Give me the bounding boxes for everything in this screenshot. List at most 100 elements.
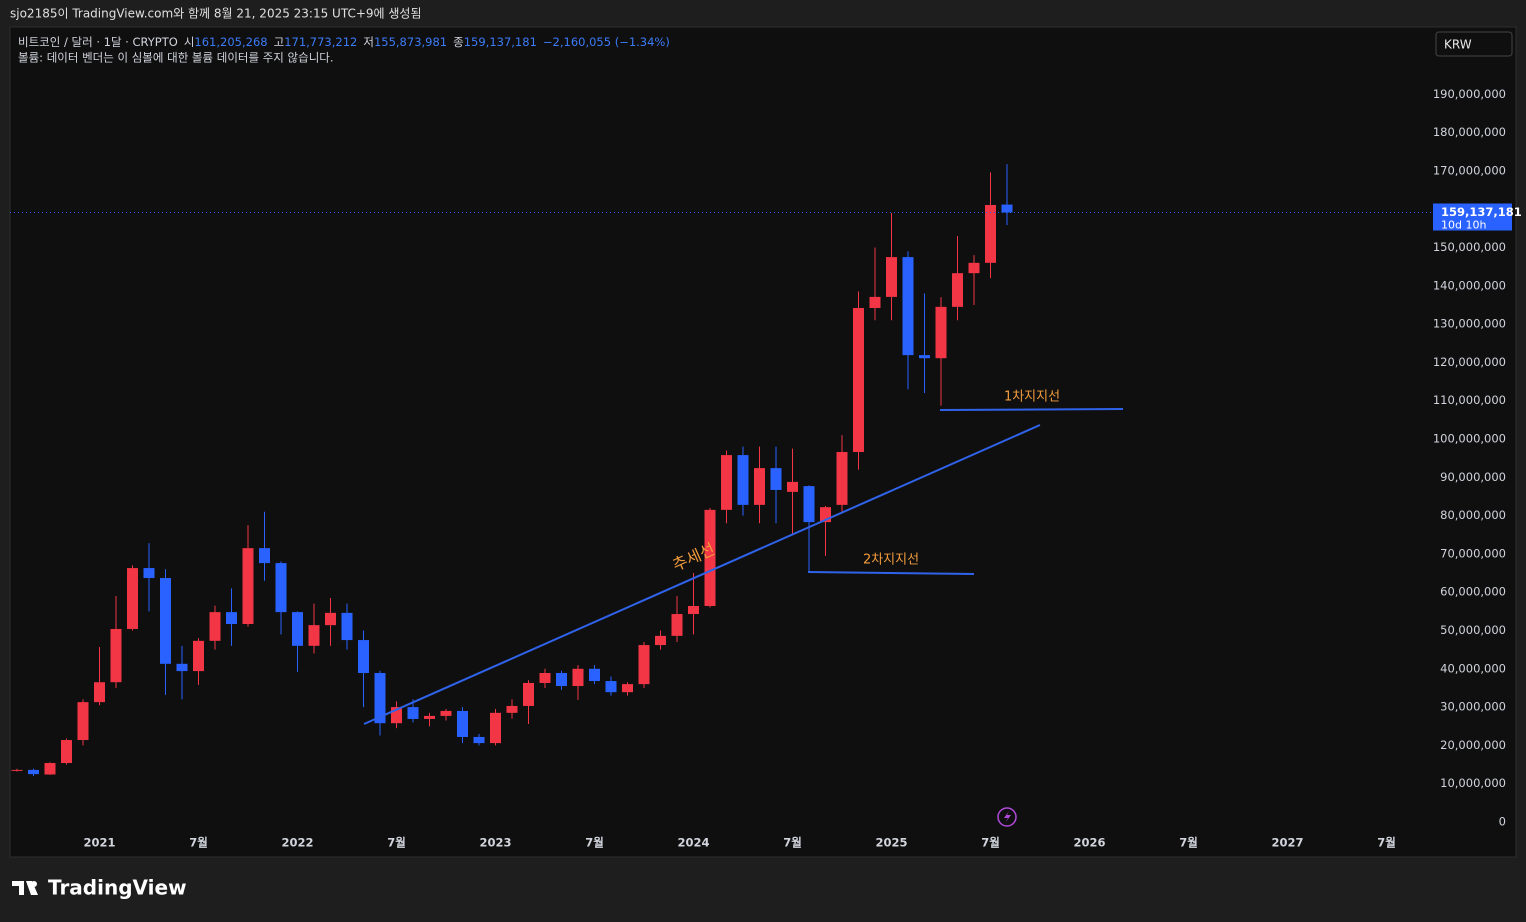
- candle-body: [77, 702, 89, 741]
- candle-body: [902, 257, 914, 356]
- candle-body: [1001, 204, 1013, 213]
- y-tick-label: 60,000,000: [1440, 585, 1506, 599]
- candle-body: [242, 548, 254, 624]
- x-tick-label: 2025: [875, 836, 907, 850]
- support-line: [807, 571, 975, 575]
- candle-body: [886, 257, 897, 297]
- y-tick-label: 30,000,000: [1440, 700, 1506, 714]
- support-line: [939, 408, 1124, 411]
- legend-prefix: 고: [274, 35, 285, 49]
- x-tick-label: 7월: [387, 836, 406, 850]
- y-tick-label: 150,000,000: [1433, 240, 1506, 254]
- candle-body: [589, 668, 600, 682]
- candle-body: [869, 296, 881, 309]
- candle-body: [952, 273, 963, 307]
- candle-body: [985, 204, 996, 263]
- brand: TradingView: [48, 876, 187, 900]
- candle-body: [968, 262, 980, 274]
- legend-value: 159,137,181: [464, 35, 537, 49]
- candle-body: [28, 769, 39, 775]
- candle-body: [193, 640, 204, 672]
- candle-body: [160, 578, 171, 664]
- y-tick-label: 0: [1499, 814, 1506, 828]
- candle-body: [523, 682, 534, 706]
- candle-body: [655, 635, 666, 646]
- x-tick-label: 7월: [1179, 836, 1198, 850]
- candle-body: [275, 563, 287, 613]
- candle-body: [622, 684, 633, 693]
- candle-body: [358, 640, 369, 674]
- candle-body: [605, 681, 617, 693]
- candle-body: [127, 568, 138, 629]
- candle-body: [490, 712, 501, 744]
- x-tick-label: 2026: [1073, 836, 1105, 850]
- x-tick-label: 7월: [783, 836, 802, 850]
- candle-body: [754, 468, 765, 505]
- candle-body: [820, 507, 831, 523]
- candle-body: [638, 645, 650, 685]
- y-tick-label: 100,000,000: [1433, 431, 1506, 445]
- currency[interactable]: KRW: [1444, 38, 1472, 52]
- plot: 0 10,000,000 20,000,000 30,000,000 40,000,00…: [10, 87, 1522, 850]
- legend-value: 161,205,268: [194, 35, 267, 49]
- candle-body: [803, 486, 815, 523]
- event-icon-bolt: [1004, 811, 1011, 823]
- candle-body: [473, 736, 485, 744]
- y-tick-label: 120,000,000: [1433, 355, 1506, 369]
- y-tick-label: 20,000,000: [1440, 738, 1506, 752]
- candle-body: [341, 612, 353, 641]
- x-tick-label: 2021: [83, 836, 115, 850]
- candle-body: [94, 682, 105, 703]
- candle-body: [176, 663, 188, 672]
- legend-prefix: 저: [363, 35, 374, 49]
- y-tick-label: 80,000,000: [1440, 508, 1506, 522]
- price-label: 159,137,181: [1441, 205, 1522, 219]
- candle-body: [457, 710, 468, 737]
- candle-body: [143, 568, 155, 579]
- candle-body: [325, 612, 336, 626]
- legend-prefix: 종: [453, 35, 464, 49]
- change: −2,160,055 (−1.34%): [543, 35, 670, 49]
- candle-body: [935, 306, 947, 359]
- candle-body: [572, 668, 584, 687]
- y-tick-label: 170,000,000: [1433, 163, 1506, 177]
- candle-body: [506, 705, 518, 713]
- candle-body: [787, 481, 798, 492]
- candle-body: [308, 625, 320, 646]
- candle-body: [407, 707, 419, 719]
- candle-body: [61, 740, 72, 764]
- x-tick-label: 7월: [585, 836, 604, 850]
- x-tick-label: 2023: [479, 836, 511, 850]
- candle-body: [539, 673, 551, 683]
- x-tick-label: 7월: [1377, 836, 1396, 850]
- annotation: 2차지지선: [863, 553, 919, 568]
- candle-body: [721, 455, 732, 510]
- candle-body: [391, 707, 402, 724]
- candle-body: [110, 628, 122, 683]
- x-tick-label: 2022: [281, 836, 313, 850]
- y-tick-label: 50,000,000: [1440, 623, 1506, 637]
- symbol: 비트코인 / 달러 · 1달 · CRYPTO: [18, 35, 178, 49]
- candle-body: [292, 612, 303, 646]
- legend-value: 171,773,212: [284, 35, 357, 49]
- candle-body: [836, 452, 848, 505]
- candle-body: [853, 308, 864, 453]
- y-tick-label: 40,000,000: [1440, 661, 1506, 675]
- candle-body: [374, 673, 386, 724]
- x-tick-label: 2024: [677, 836, 709, 850]
- candle-body: [259, 548, 270, 564]
- x-tick-label: 7월: [189, 836, 208, 850]
- y-tick-label: 90,000,000: [1440, 470, 1506, 484]
- candle-body: [919, 355, 930, 359]
- candle-body: [770, 468, 782, 490]
- event-icon[interactable]: [997, 807, 1017, 827]
- candle-body: [226, 612, 237, 624]
- y-tick-label: 10,000,000: [1440, 776, 1506, 790]
- chart-frame: [9, 26, 1517, 858]
- currency-button[interactable]: [1435, 31, 1513, 57]
- y-tick-label: 130,000,000: [1433, 317, 1506, 331]
- candle-body: [556, 673, 567, 687]
- y-tick-label: 180,000,000: [1433, 125, 1506, 139]
- candle-body: [704, 509, 716, 606]
- legend: 비트코인 / 달러 · 1달 · CRYPTO 시161,205,268 고171,…: [18, 35, 670, 49]
